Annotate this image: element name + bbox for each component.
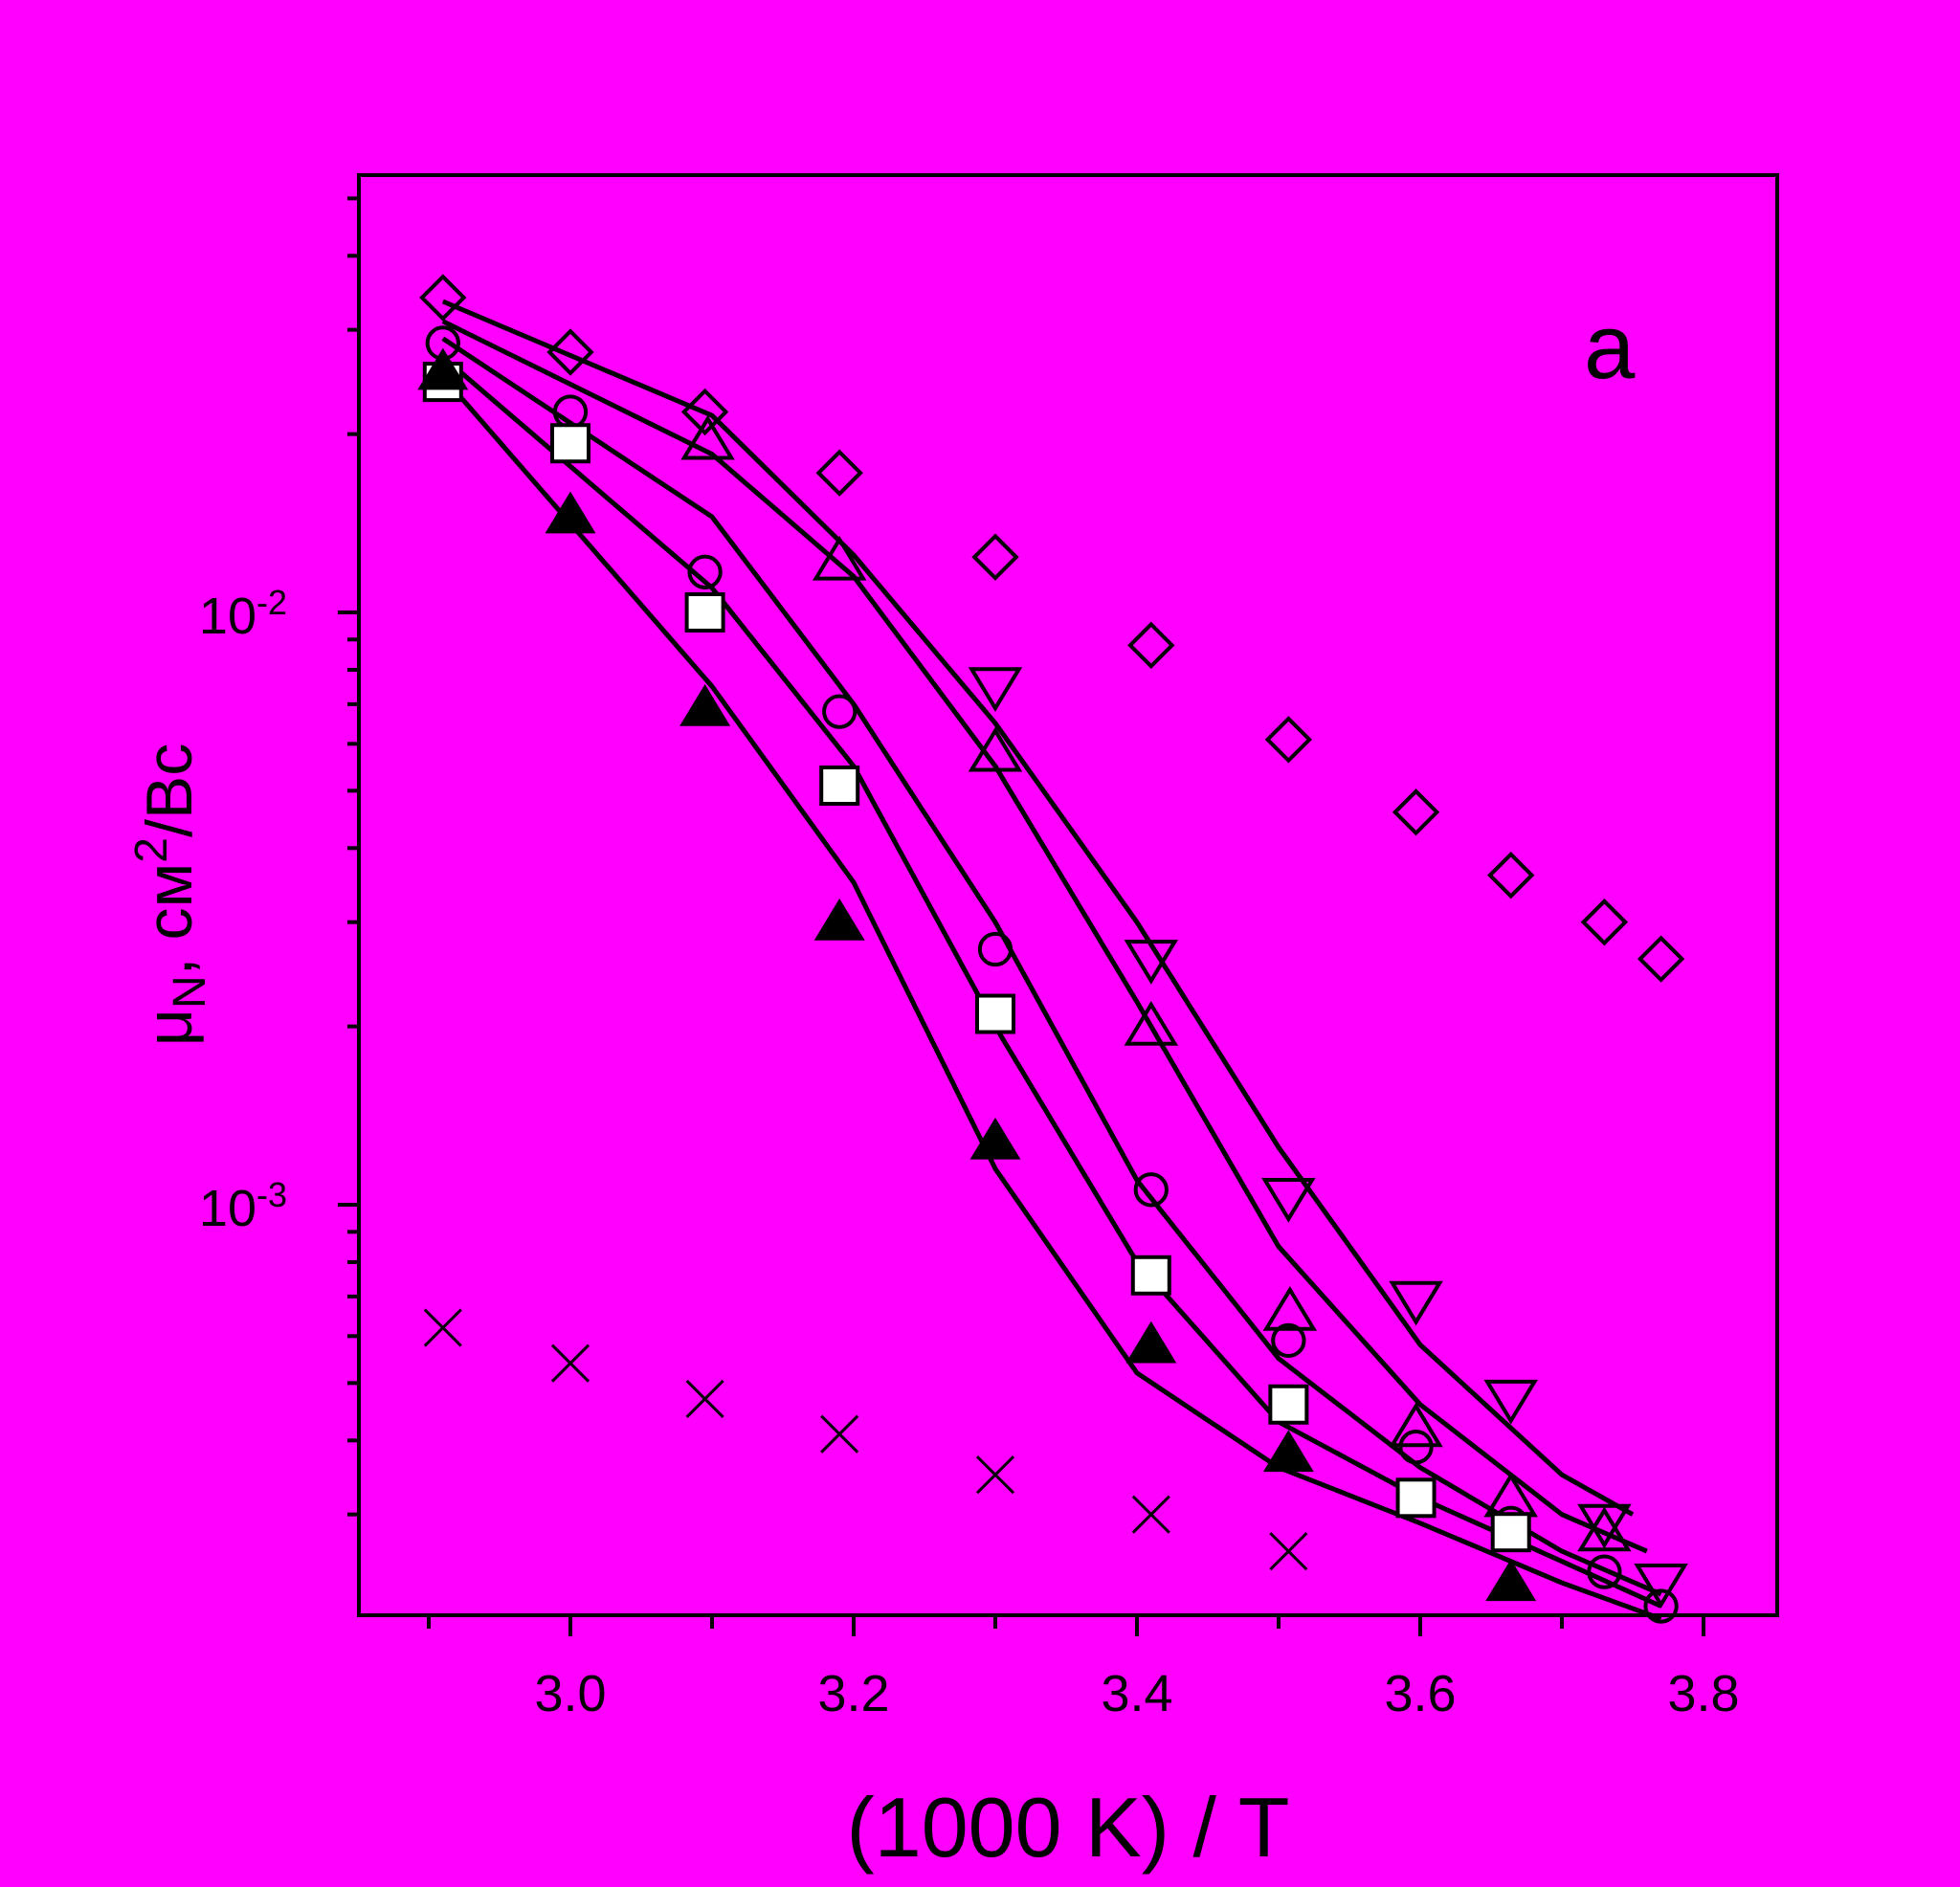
data-point-diamond xyxy=(1264,716,1313,764)
y-axis-title-comma: , xyxy=(133,957,206,975)
panel-label: a xyxy=(1584,296,1636,398)
data-point-triangle-up xyxy=(680,414,735,460)
data-point-diamond xyxy=(815,449,863,497)
data-point-square xyxy=(1130,1254,1171,1296)
data-point-triangle-down xyxy=(1261,1178,1316,1223)
data-point-triangle-filled xyxy=(813,898,865,941)
data-point-diamond xyxy=(971,533,1019,581)
x-tick-label: 3.8 xyxy=(1667,1665,1739,1722)
data-point-circle xyxy=(822,694,858,729)
y-axis-title-sub: N xyxy=(165,975,215,1009)
data-point-cross xyxy=(685,1379,724,1419)
data-point-triangle-down xyxy=(1389,1280,1443,1326)
y-axis-title: μN, см2/Вс xyxy=(126,744,216,1046)
y-tick-labels: 10-310-2 xyxy=(199,583,287,1237)
x-tick-label: 3.6 xyxy=(1384,1665,1456,1722)
series-triangle-down-open xyxy=(968,667,1688,1609)
data-point-triangle-filled xyxy=(969,1117,1021,1160)
y-tick-label-base: 10 xyxy=(199,1180,256,1237)
data-point-circle xyxy=(977,931,1013,967)
cross-stroke xyxy=(550,1343,590,1383)
data-point-square xyxy=(1268,1384,1309,1425)
cross-stroke xyxy=(685,1379,724,1419)
y-tick-label-exponent: -3 xyxy=(256,1175,287,1214)
data-point-triangle-filled xyxy=(1485,1559,1537,1602)
data-point-circle xyxy=(1398,1429,1434,1465)
y-tick-label: 10-2 xyxy=(199,583,287,645)
x-tick-label: 3.4 xyxy=(1101,1665,1172,1722)
series-diamond-open xyxy=(419,274,1685,983)
data-point-cross xyxy=(423,1308,462,1347)
cross-stroke xyxy=(1269,1532,1308,1571)
data-point-circle xyxy=(1271,1322,1306,1358)
data-point-diamond xyxy=(1392,788,1440,836)
data-point-cross xyxy=(820,1414,859,1454)
data-point-triangle-filled xyxy=(1125,1321,1177,1364)
cross-stroke xyxy=(975,1455,1015,1495)
data-point-triangle-filled xyxy=(1262,1430,1314,1473)
data-point-cross xyxy=(1131,1495,1170,1534)
data-point-diamond xyxy=(419,274,467,322)
data-point-circle xyxy=(1643,1588,1679,1624)
data-point-circle xyxy=(1133,1172,1169,1208)
data-point-diamond xyxy=(1487,851,1535,899)
y-tick-label-base: 10 xyxy=(199,588,256,645)
y-axis-title-unit-tail: /Вс xyxy=(133,744,206,837)
cross-stroke xyxy=(1131,1495,1170,1534)
fit-line xyxy=(441,319,1648,1554)
cross-stroke xyxy=(820,1414,859,1454)
plot-frame xyxy=(357,173,1779,1617)
data-point-circle xyxy=(1587,1554,1622,1589)
cross-stroke xyxy=(423,1308,462,1347)
fit-line xyxy=(440,375,1662,1622)
x-axis-title: (1000 K) / T xyxy=(846,1780,1289,1875)
data-point-triangle-down xyxy=(1577,1503,1632,1549)
data-point-triangle-up xyxy=(1577,1506,1632,1552)
data-point-diamond xyxy=(1127,621,1175,670)
data-point-square xyxy=(1490,1512,1531,1553)
data-point-square xyxy=(550,423,590,464)
y-axis-title-sup: 2 xyxy=(126,837,177,863)
data-point-square xyxy=(684,592,725,633)
y-axis-title-unit: см xyxy=(133,863,206,941)
data-point-triangle-down xyxy=(1634,1564,1688,1609)
data-point-square xyxy=(819,766,860,807)
series-cross xyxy=(423,1308,1308,1571)
data-point-triangle-down xyxy=(1483,1379,1538,1425)
data-point-diamond xyxy=(1637,935,1685,983)
data-point-diamond xyxy=(680,388,729,436)
data-point-triangle-up xyxy=(812,535,867,581)
data-point-triangle-up xyxy=(1124,1000,1179,1046)
y-tick-label-exponent: -2 xyxy=(256,583,287,622)
data-point-triangle-down xyxy=(968,667,1023,713)
series-triangle-up-filled xyxy=(417,347,1537,1602)
fit-line xyxy=(441,299,1635,1517)
y-axis-title-base: μ xyxy=(133,1009,206,1046)
data-point-triangle-filled xyxy=(679,684,731,726)
data-point-square xyxy=(975,993,1015,1034)
data-point-triangle-filled xyxy=(417,347,469,390)
x-tick-label: 3.2 xyxy=(817,1665,889,1722)
data-point-circle xyxy=(687,554,723,589)
data-series xyxy=(417,274,1688,1624)
data-point-cross xyxy=(1269,1532,1308,1571)
axis-ticks xyxy=(338,196,1705,1636)
data-point-square xyxy=(1395,1477,1437,1519)
data-point-diamond xyxy=(1580,898,1629,946)
data-point-triangle-down xyxy=(1124,940,1179,985)
data-point-triangle-filled xyxy=(545,491,596,534)
data-point-triangle-up xyxy=(1389,1402,1443,1448)
data-point-triangle-up xyxy=(1262,1286,1318,1331)
data-point-diamond xyxy=(546,328,594,376)
y-tick-label: 10-3 xyxy=(199,1175,287,1237)
data-point-triangle-up xyxy=(968,726,1023,772)
data-point-cross xyxy=(550,1343,590,1383)
data-point-cross xyxy=(975,1455,1015,1495)
x-tick-labels: 3.0 3.2 3.4 3.6 3.8 xyxy=(534,1665,1739,1722)
x-tick-label: 3.0 xyxy=(534,1665,606,1722)
